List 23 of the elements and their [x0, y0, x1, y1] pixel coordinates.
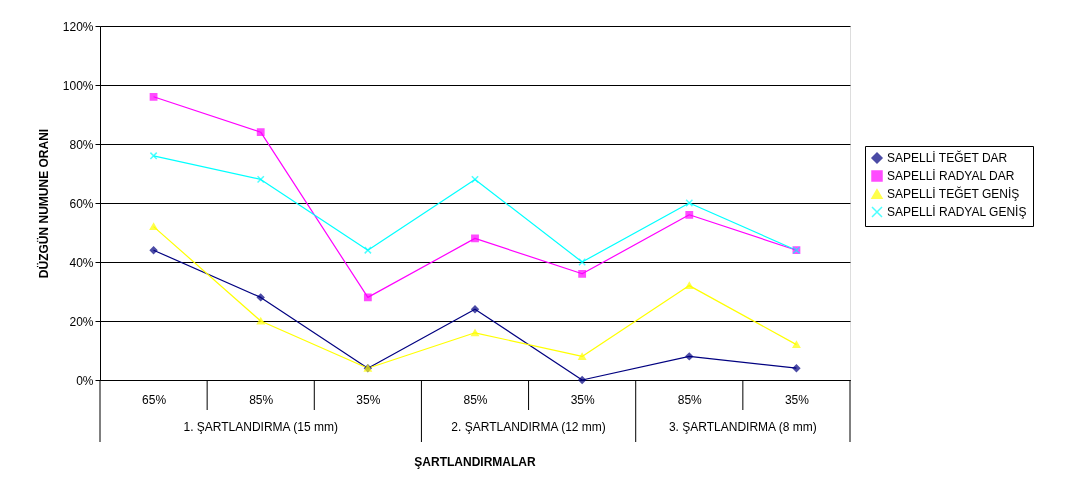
y-tick-label: 120% [62, 19, 94, 34]
y-tick-label: 60% [69, 196, 94, 211]
legend-label: SAPELLİ RADYAL GENİŞ [887, 205, 1027, 219]
y-tick-label: 100% [62, 78, 94, 93]
x-tick-label: 85% [249, 392, 274, 407]
x-axis-title: ŞARTLANDIRMALAR [414, 455, 536, 469]
y-axis-title: DÜZGÜN NUMUNE ORANI [35, 128, 51, 279]
y-tick-label: 20% [69, 314, 94, 329]
x-tick-label: 35% [356, 392, 381, 407]
text: 2. ŞARTLANDIRMA (12 mm) [451, 420, 606, 434]
text: 1. ŞARTLANDIRMA (15 mm) [183, 420, 338, 434]
y-tick-label: 0% [76, 373, 94, 388]
x-tick-label: 65% [142, 392, 167, 407]
x-tick-label: 35% [784, 392, 810, 407]
x-tick-label: 85% [677, 392, 703, 407]
legend-label: SAPELLİ TEĞET GENİŞ [887, 186, 1020, 201]
y-tick-label: 40% [69, 255, 94, 270]
text: 3. ŞARTLANDIRMA (8 mm) [668, 420, 817, 434]
legend-label: SAPELLİ RADYAL DAR [887, 169, 1015, 183]
legend-label: SAPELLİ TEĞET DAR [887, 150, 1008, 165]
x-tick-label: 85% [463, 392, 488, 407]
y-tick-label: 80% [69, 137, 94, 152]
x-tick-label: 35% [570, 392, 595, 407]
